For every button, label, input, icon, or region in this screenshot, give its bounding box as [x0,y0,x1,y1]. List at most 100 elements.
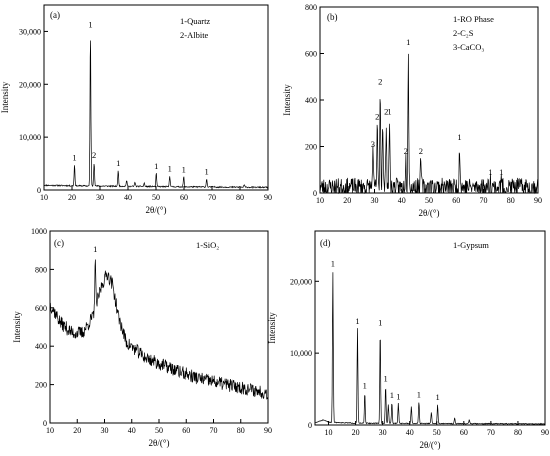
panel-2-legend-entry: 3-CaCO₃ [453,42,484,52]
panel-1-x-tick-label: 50 [152,193,160,202]
panel-1-peak-label: 1 [205,166,209,176]
panel-3-x-tick-label: 90 [264,426,272,435]
panel-3-x-tick-label: 60 [182,426,190,435]
panel-4-y-tick-label: 10,000 [290,349,312,358]
panel-2-x-tick-label: 80 [507,196,515,205]
panel-4-x-tick-label: 20 [352,428,360,437]
panel-1-y-tick-label: 20,000 [19,80,41,89]
panel-2-x-tick-label: 60 [452,196,460,205]
panel-3-x-tick-label: 40 [128,426,136,435]
panel-4-label: (d) [320,238,331,248]
panel-2-x-tick-label: 10 [316,196,324,205]
panel-3-x-axis-title: 2θ/(°) [149,438,170,448]
panel-1-peak-label: 1 [116,158,120,168]
panel-4-x-tick-label: 40 [406,428,414,437]
panel-1-label: (a) [50,10,60,20]
panel-4-peak-label: 1 [378,317,382,327]
panel-2-peak-label: 2 [384,107,388,117]
panel-2-x-tick-label: 70 [480,196,488,205]
panel-1-x-tick-label: 80 [236,193,244,202]
panel-1-x-tick-label: 40 [124,193,132,202]
panel-1-peak-label: 1 [168,164,172,174]
panel-4-peak-label: 1 [417,389,421,399]
panel-2-legend-entry: 2-C₂S [453,28,474,38]
panel-3-x-tick-label: 10 [46,426,54,435]
panel-2-peak-label: 2 [404,146,408,156]
panel-3-x-tick-label: 80 [237,426,245,435]
panel-1-peak-label: 1 [182,164,186,174]
panel-1-y-tick-label: 30,000 [19,27,41,36]
panel-2-x-tick-label: 30 [371,196,379,205]
panel-2-peak-label: 3 [371,139,375,149]
panel-4-x-tick-label: 70 [487,428,495,437]
panel-4-pattern-line [314,272,546,425]
panel-2-peak-label: 2 [419,146,423,156]
panel-4-x-tick-label: 50 [433,428,441,437]
panel-2-peak-label: 2 [378,76,382,86]
panel-1-y-tick-label: 0 [37,186,41,195]
panel-3-y-tick-label: 400 [35,342,47,351]
panel-2-y-tick-label: 0 [313,189,317,198]
panel-4-peak-label: 1 [355,316,359,326]
panel-1-x-tick-label: 20 [68,193,76,202]
panel-4-x-tick-label: 90 [541,428,549,437]
panel-2-x-tick-label: 90 [534,196,542,205]
panel-3-y-tick-label: 600 [35,304,47,313]
panel-1-legend-entry: 1-Quartz [180,16,210,26]
panel-4-y-axis-title: Intensity [267,312,277,344]
panel-3-y-axis-title: Intensity [12,311,22,343]
panel-2-x-tick-label: 40 [398,196,406,205]
panel-4-legend-entry: 1-Gypsum [453,240,489,250]
panel-4-x-tick-label: 80 [514,428,522,437]
panel-2-x-axis-title: 2θ/(°) [419,208,440,218]
panel-1-x-axis-title: 2θ/(°) [146,205,167,215]
panel-2-y-tick-label: 400 [305,96,317,105]
panel-4-y-tick-label: 0 [308,421,312,430]
panel-2-x-tick-label: 50 [425,196,433,205]
panel-1-y-tick-label: 10,000 [19,133,41,142]
panel-3-x-tick-label: 20 [73,426,81,435]
panel-1-x-tick-label: 30 [96,193,104,202]
panel-3-y-tick-label: 1000 [31,227,47,236]
panel-4-x-tick-label: 30 [379,428,387,437]
panel-2-peak-label: 2 [375,111,379,121]
panel-1-peak-label: 1 [154,161,158,171]
panel-3-legend-entry: 1-SiO₂ [196,240,219,250]
panel-4-peak-label: 1 [435,392,439,402]
panel-3-x-tick-label: 30 [101,426,109,435]
panel-4-peak-label: 1 [390,390,394,400]
panel-1-y-axis-title: Intensity [0,81,10,113]
panel-4-peak-label: 1 [363,381,367,391]
panel-4-peak-label: 1 [383,373,387,383]
panel-2-peak-label: 1 [387,107,391,117]
panel-1-legend-entry: 2-Albite [180,30,209,40]
panel-2-y-tick-label: 200 [305,143,317,152]
panel-3-y-tick-label: 800 [35,265,47,274]
panel-4-y-tick-label: 20,000 [290,277,312,286]
panel-2-y-tick-label: 600 [305,50,317,59]
panel-3-frame [49,230,269,424]
panel-2-frame [319,6,539,194]
panel-3-y-tick-label: 200 [35,381,47,390]
panel-1-pattern-line [43,40,269,189]
panel-2-y-axis-title: Intensity [282,84,292,116]
panel-1-x-tick-label: 10 [40,193,48,202]
panel-2-legend-entry: 1-RO Phase [453,14,494,24]
panel-4-frame [314,230,546,426]
panel-2-x-tick-label: 20 [343,196,351,205]
panel-4-x-tick-label: 10 [325,428,333,437]
panel-1-x-tick-label: 70 [208,193,216,202]
panel-3-peak-label: 1 [93,244,97,254]
panel-1-peak-label: 1 [88,19,92,29]
panel-2-pattern-line [319,53,539,195]
panel-2-y-tick-label: 800 [305,3,317,12]
panel-2-peak-label: 1 [457,132,461,142]
panel-1-x-tick-label: 60 [180,193,188,202]
panel-3-x-tick-label: 50 [155,426,163,435]
panel-1-peak-label: 2 [92,150,96,160]
panel-3-pattern-line [49,259,269,400]
panel-2-label: (b) [327,12,338,22]
panel-1-peak-label: 1 [72,153,76,163]
panel-2-peak-label: 1 [406,37,410,47]
